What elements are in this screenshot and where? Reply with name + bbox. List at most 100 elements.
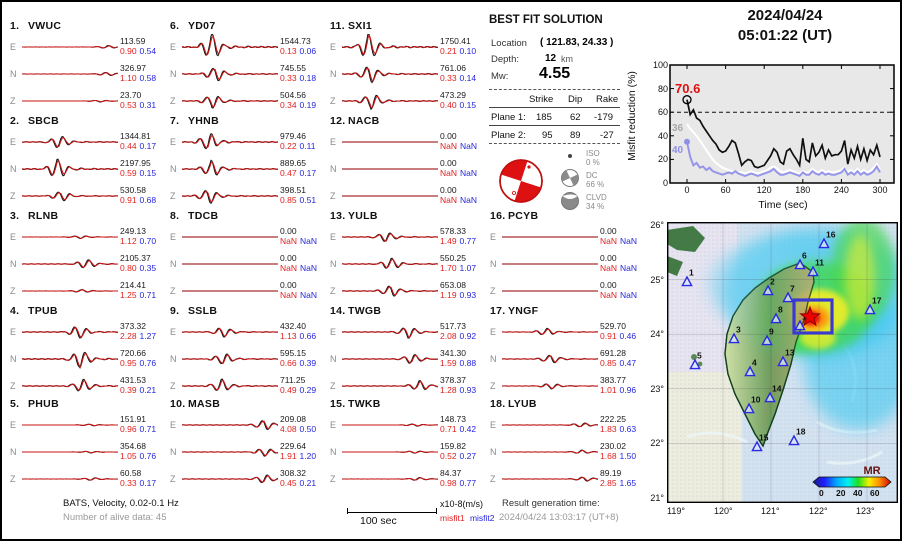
trace-values: 653.08 1.19 0.93 xyxy=(440,280,488,300)
component-label: E xyxy=(170,41,177,52)
chart-y-tick: 20 xyxy=(657,154,668,165)
waveform-trace xyxy=(22,450,118,453)
amplitude-value: 504.56 xyxy=(280,90,306,100)
station-marker-number: 13 xyxy=(785,348,795,358)
misfit2-value: NaN xyxy=(620,289,638,300)
waveform-row: Z 383.77 1.01 0.96 xyxy=(490,372,648,399)
amplitude-value: 431.53 xyxy=(120,375,146,385)
waveform-row: E 529.70 0.91 0.46 xyxy=(490,318,648,345)
component-label: Z xyxy=(170,95,176,106)
station-number: 7. xyxy=(170,115,180,127)
component-label: N xyxy=(490,258,497,269)
misfit2-value: 0.93 xyxy=(459,384,477,395)
station-title: 8. TDCB xyxy=(170,210,328,223)
waveform-row: Z 84.37 0.98 0.77 xyxy=(330,465,488,492)
mr-colorbar-tick: 20 xyxy=(836,488,846,498)
iso-label: ISO xyxy=(586,149,600,158)
waveform-trace xyxy=(182,235,278,238)
trace-values: 745.55 0.33 0.18 xyxy=(280,63,328,83)
misfit1-value: 0.39 xyxy=(120,384,137,395)
amplitude-value: 530.58 xyxy=(120,185,146,195)
misfit1-value: 0.80 xyxy=(120,262,137,273)
misfit2-value: NaN xyxy=(460,194,478,205)
station-marker xyxy=(788,434,800,446)
table-rule-2 xyxy=(489,125,620,126)
component-label: N xyxy=(330,258,337,269)
amplitude-value: 653.08 xyxy=(440,280,466,290)
station-title: 9. SSLB xyxy=(170,305,328,318)
misfit2-value: NaN xyxy=(300,289,318,300)
series-reference-blue xyxy=(686,141,881,178)
trace-values: 0.00 NaN NaN xyxy=(280,280,328,300)
misfit1-value: 0.71 xyxy=(440,423,457,434)
misfit2-value: 0.19 xyxy=(299,99,317,110)
map-grid xyxy=(667,222,898,503)
amplitude-value: 711.25 xyxy=(280,375,306,385)
event-date: 2024/04/24 xyxy=(747,7,823,24)
depth-unit: km xyxy=(561,54,573,64)
trace-values: 432.40 1.13 0.66 xyxy=(280,321,328,341)
dc-icon xyxy=(561,169,579,187)
amplitude-value: 326.97 xyxy=(120,63,146,73)
waveform-row: Z 378.37 1.28 0.93 xyxy=(330,372,488,399)
station-number: 17. xyxy=(490,305,506,317)
trace-values: 517.73 2.08 0.92 xyxy=(440,321,488,341)
component-label: E xyxy=(10,136,17,147)
station-block: 18. LYUB E 222.25 1.83 0.63 N 230.02 1.68 1.50 Z 89… xyxy=(490,398,648,492)
misfit2-value: 0.63 xyxy=(619,423,637,434)
component-label: Z xyxy=(330,95,336,106)
trace-values: 326.97 1.10 0.58 xyxy=(120,63,168,83)
waveform-row: E 979.46 0.22 0.11 xyxy=(170,128,328,155)
waveform-row: E 113.59 0.90 0.54 xyxy=(10,33,168,60)
waveform-trace xyxy=(182,377,278,391)
waveform-row: N 326.97 1.10 0.58 xyxy=(10,60,168,87)
trace-values: 2197.95 0.59 0.15 xyxy=(120,158,168,178)
station-number: 12. xyxy=(330,115,346,127)
waveform-row: E 249.13 1.12 0.70 xyxy=(10,223,168,250)
component-label: E xyxy=(10,231,17,242)
map-lon-label: 120° xyxy=(714,506,733,516)
waveform-row: E 1544.73 0.13 0.06 xyxy=(170,33,328,60)
trace-values: 0.00 NaN NaN xyxy=(280,226,328,246)
misfit1-value: 0.21 xyxy=(440,45,457,56)
waveform-trace xyxy=(22,234,118,239)
map-lat-label: 23° xyxy=(650,383,664,394)
misfit2-value: 0.31 xyxy=(139,99,157,110)
trace-values: 214.41 1.25 0.71 xyxy=(120,280,168,300)
waveform-trace xyxy=(502,354,598,363)
amplitude-value: 0.00 xyxy=(280,226,297,236)
misfit1-value: 1.01 xyxy=(600,384,617,395)
component-label: E xyxy=(330,419,337,430)
clvd-pct: 34 % xyxy=(586,202,605,211)
station-number: 6. xyxy=(170,20,180,32)
misfit1-value: 0.47 xyxy=(280,167,297,178)
amplitude-value: 113.59 xyxy=(120,36,146,46)
waveform-trace xyxy=(22,288,118,293)
chart-y-label: Misfit reduction (%) xyxy=(626,71,638,161)
misfit2-value: 0.50 xyxy=(299,423,317,434)
waveform-trace xyxy=(342,194,438,197)
col-rake: Rake xyxy=(596,94,619,105)
misfit2-value: 0.58 xyxy=(139,72,157,83)
trace-values: 979.46 0.22 0.11 xyxy=(280,131,328,151)
waveform-trace xyxy=(182,262,278,265)
waveform-trace xyxy=(502,476,598,482)
trace-values: 0.00 NaN NaN xyxy=(440,185,488,205)
station-title: 15. TWKB xyxy=(330,398,488,411)
mr-colorbar-tick: 0 xyxy=(819,488,824,498)
misfit2-value: 1.65 xyxy=(619,477,637,488)
misfit2-value: 0.14 xyxy=(459,72,477,83)
misfit1-value: NaN xyxy=(280,235,298,246)
misfit1-value: NaN xyxy=(440,167,458,178)
misfit1-legend: misfit1 xyxy=(440,513,465,523)
waveform-row: Z 23.70 0.53 0.31 xyxy=(10,87,168,114)
misfit1-value: 1.12 xyxy=(120,235,137,246)
waveform-trace xyxy=(22,378,118,391)
waveform-trace xyxy=(22,99,118,102)
station-marker xyxy=(761,334,773,346)
station-name: RLNB xyxy=(28,210,59,222)
waveform-trace xyxy=(342,167,438,170)
station-title: 10. MASB xyxy=(170,398,328,411)
component-label: E xyxy=(170,136,177,147)
filter-info: BATS, Velocity, 0.02-0.1 Hz xyxy=(63,498,179,509)
